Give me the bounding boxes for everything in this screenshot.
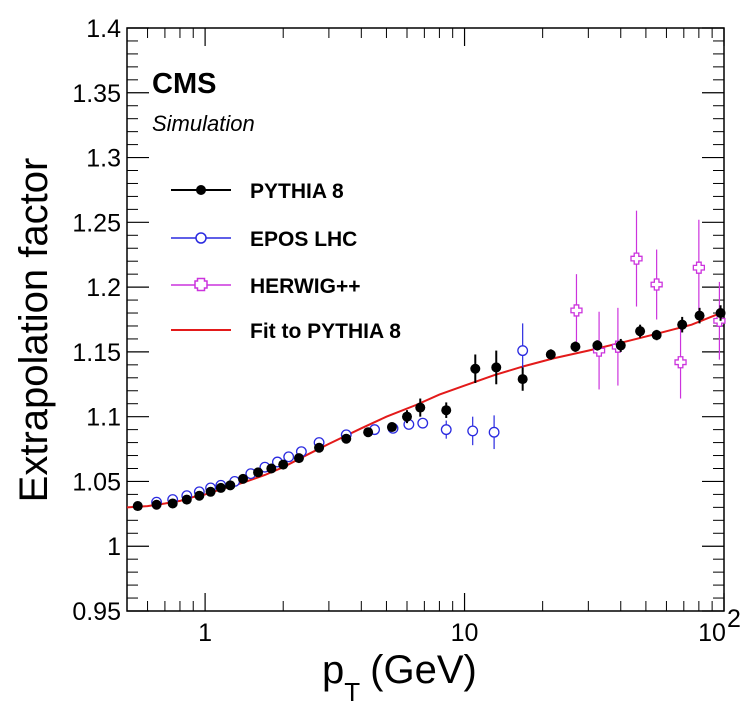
point-pythia-8 [132,501,143,512]
point-herwig [692,261,706,274]
y-tick-label: 1.1 [86,404,121,432]
point-herwig [674,356,687,369]
point-epos-lhc [283,451,295,463]
y-tick-label: 0.95 [72,598,121,626]
fit-curve [126,310,725,509]
point-pythia-8 [238,473,249,484]
legend-entry-fit: Fit to PYTHIA 8 [171,320,401,343]
x-axis-title-unit: (GeV) [370,648,477,692]
legend-label-herwig: HERWIG++ [250,275,360,298]
y-tick-label: 1.15 [72,339,121,367]
axis-ticks [126,27,725,612]
point-pythia-8 [386,422,397,433]
point-pythia-8 [401,411,412,422]
y-tick-label: 1.2 [86,274,121,302]
y-tick-label: 1.05 [72,468,121,496]
point-pythia-8 [570,341,581,352]
point-pythia-8 [470,363,481,374]
point-pythia-8 [293,453,304,464]
legend-entry-herwig: HERWIG++ [171,275,360,298]
point-epos-lhc [467,425,479,437]
x-axis-title: pT (GeV) [322,648,477,704]
point-pythia-8 [167,498,178,509]
point-pythia-8 [517,374,528,385]
y-tick-label: 1.4 [86,15,121,43]
point-pythia-8 [205,486,216,497]
legend-entry-epos: EPOS LHC [171,228,357,251]
legend-marker-pythia [196,185,206,195]
point-pythia-8 [314,442,325,453]
legend-entry-pythia: PYTHIA 8 [171,180,344,203]
legend: PYTHIA 8 EPOS LHC HERWIG++ Fit to PYTHIA… [171,180,401,343]
point-pythia-8 [363,427,374,438]
cms-label: CMS [152,68,216,100]
x-tick-label: 1 [198,619,212,647]
legend-label-pythia: PYTHIA 8 [250,180,344,203]
point-pythia-8 [491,362,502,373]
point-pythia-8 [441,405,452,416]
point-pythia-8 [635,326,646,337]
point-herwig [650,278,663,291]
point-pythia-8 [415,402,426,413]
x-tick-label-exponent: 2 [727,605,741,633]
y-axis-title: Extrapolation factor [12,158,56,503]
x-tick-label: 10 [451,619,479,647]
point-pythia-8 [278,459,289,470]
point-epos-lhc [517,345,529,357]
point-pythia-8 [253,467,264,478]
point-pythia-8 [215,482,226,493]
point-pythia-8 [225,480,236,491]
fit-layer [126,310,725,509]
y-tick-label: 1 [107,533,121,561]
y-tick-label: 1.35 [72,80,121,108]
y-tick-label: 1.25 [72,209,121,237]
point-herwig [713,314,726,327]
point-pythia-8 [715,308,726,319]
legend-marker-epos [195,232,207,244]
point-epos-lhc [488,426,500,438]
point-herwig [570,304,583,317]
x-axis-title-subscript: T [344,677,360,704]
legend-label-epos: EPOS LHC [250,228,357,251]
point-pythia-8 [181,494,192,505]
point-pythia-8 [266,463,277,474]
point-pythia-8 [615,340,626,351]
y-tick-label: 1.3 [86,145,121,173]
simulation-label: Simulation [152,111,255,136]
point-pythia-8 [677,319,688,330]
point-pythia-8 [151,499,162,510]
point-pythia-8 [694,310,705,321]
point-herwig [630,252,643,265]
point-epos-lhc [440,424,452,436]
point-epos-lhc [417,417,429,429]
x-tick-label: 10 [698,619,726,647]
point-pythia-8 [341,433,352,444]
legend-marker-herwig [194,277,208,292]
point-pythia-8 [545,349,556,360]
point-pythia-8 [592,340,603,351]
point-pythia-8 [651,330,662,341]
point-pythia-8 [194,490,205,501]
legend-label-fit: Fit to PYTHIA 8 [250,320,401,343]
points-layer [132,210,726,512]
x-axis-title-main: p [322,648,344,692]
